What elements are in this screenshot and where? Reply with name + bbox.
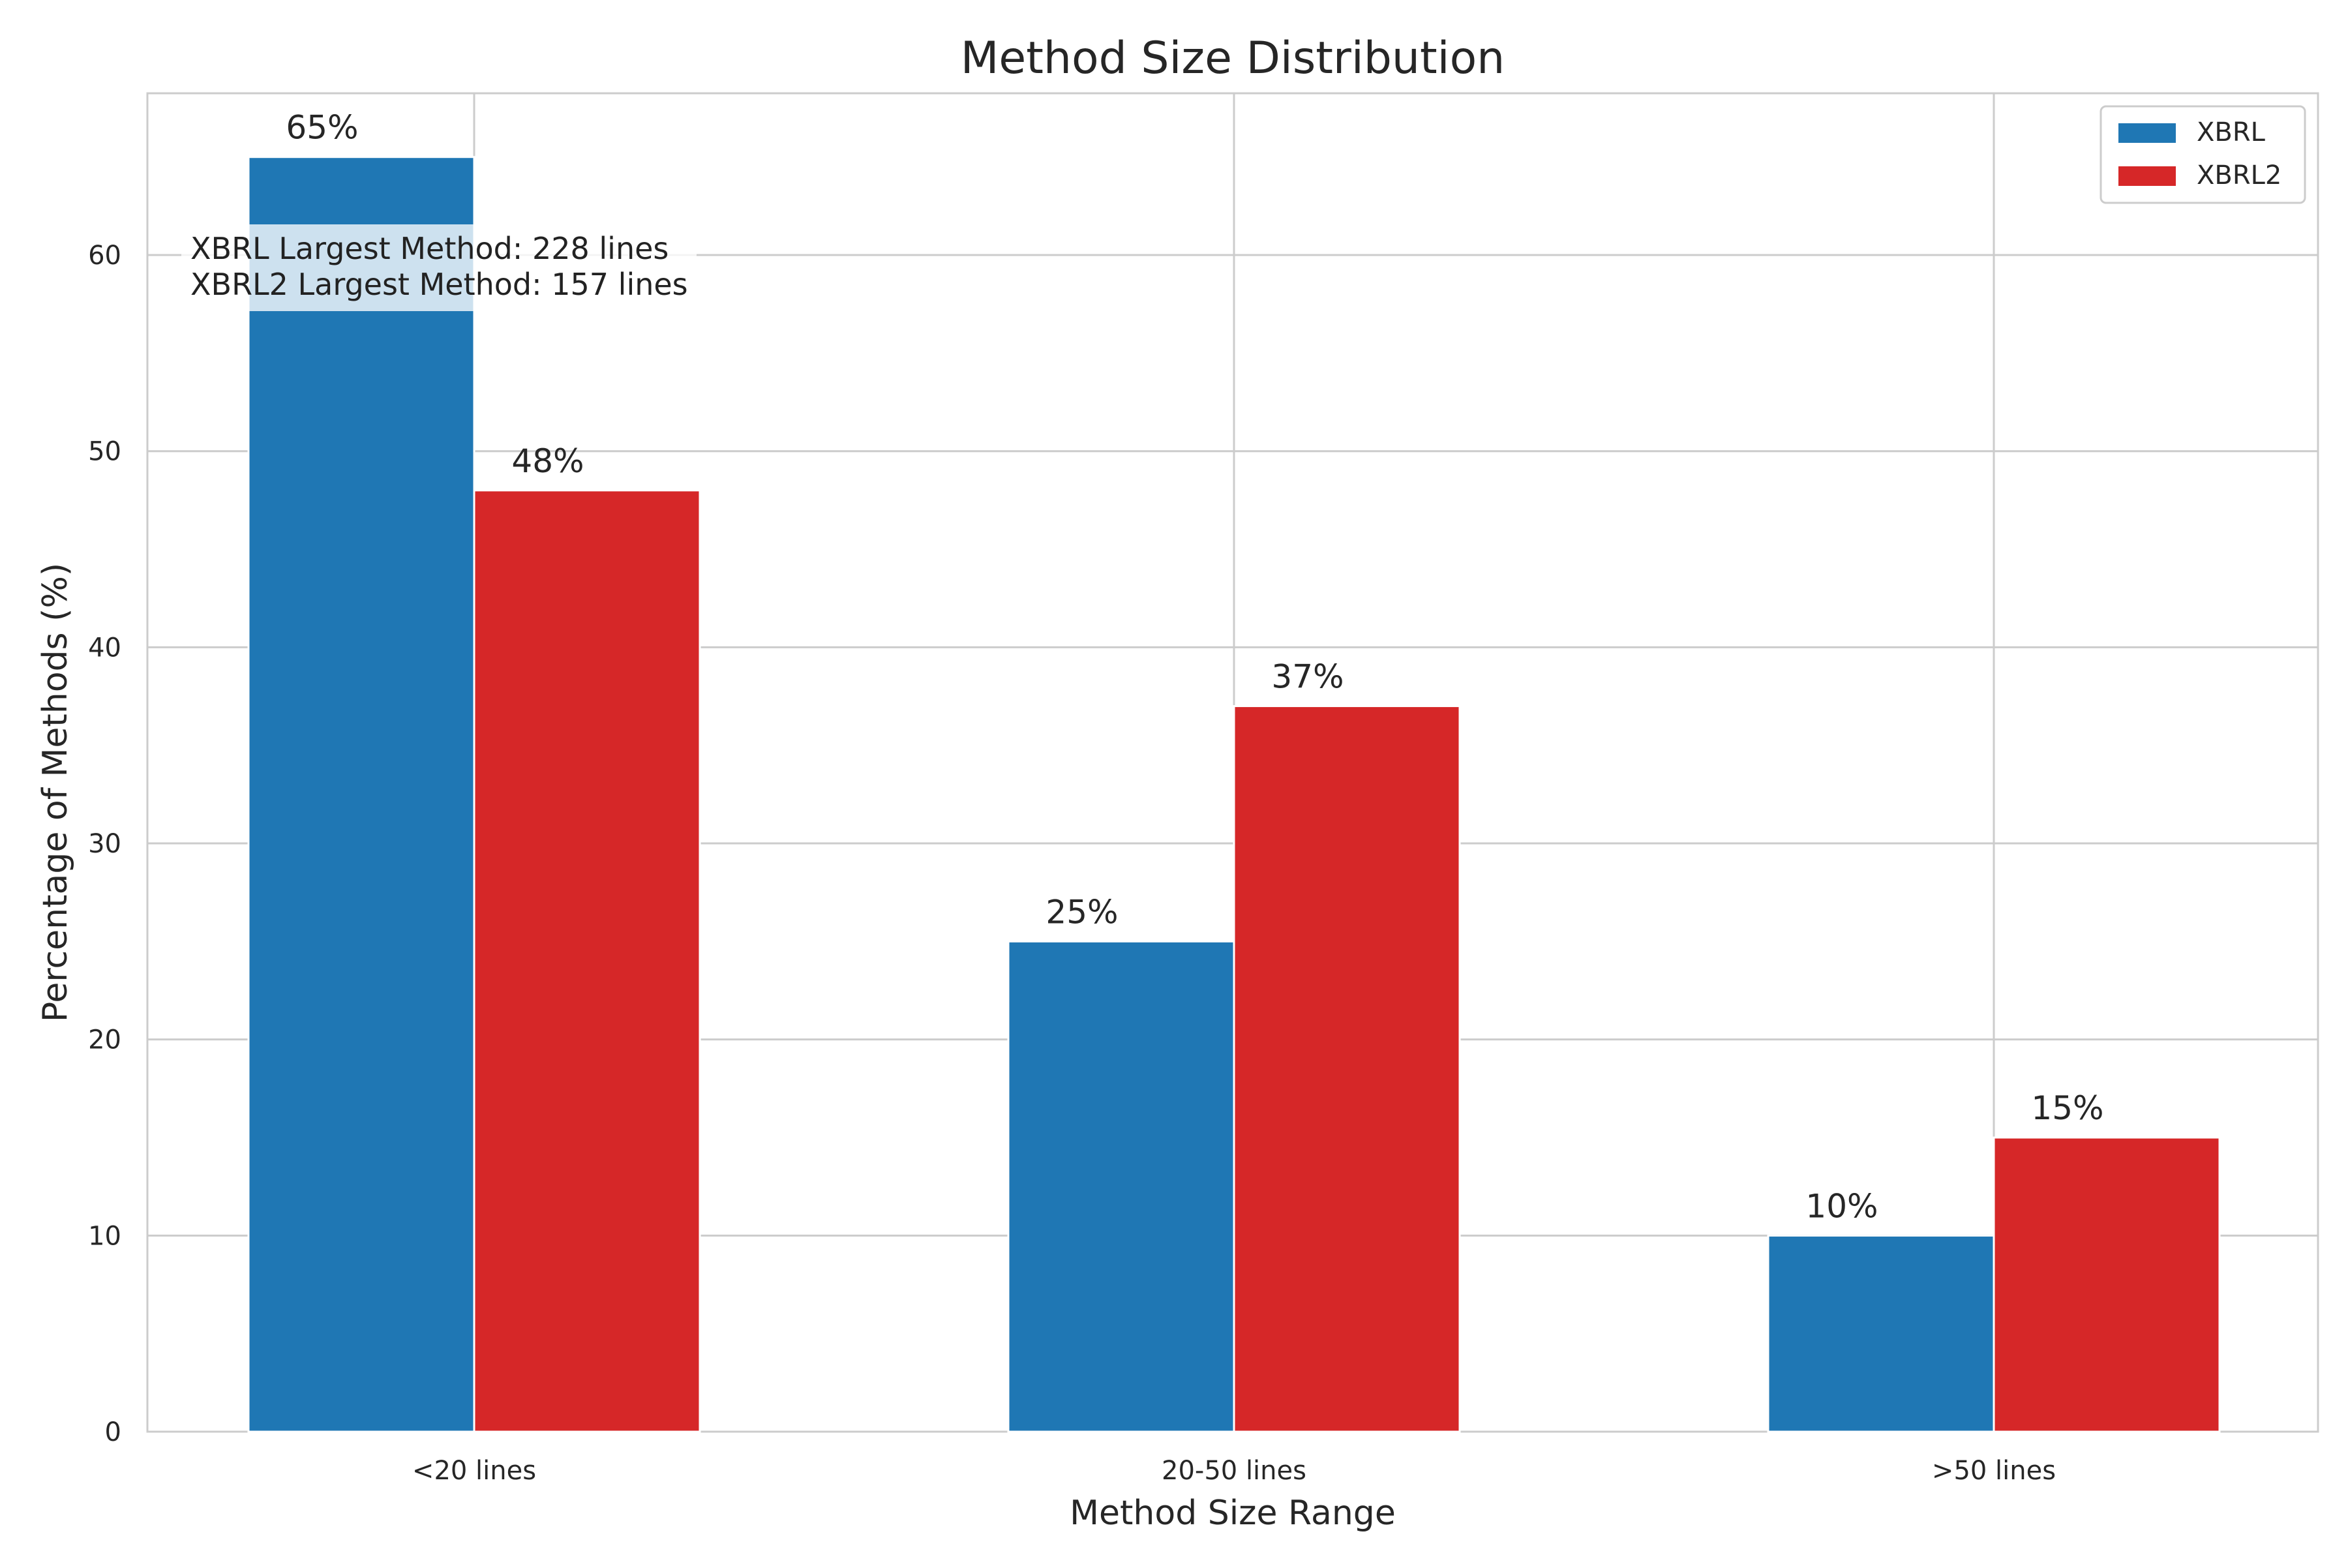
y-tick-label: 10 bbox=[88, 1221, 121, 1251]
y-tick-label: 0 bbox=[105, 1417, 121, 1447]
annotation-line-1: XBRL Largest Method: 228 lines bbox=[190, 231, 669, 266]
x-tick-label: <20 lines bbox=[412, 1456, 536, 1486]
legend-swatch-xbrl2 bbox=[2118, 166, 2176, 186]
bar-xbrl2-1 bbox=[1233, 705, 1461, 1433]
chart-title: Method Size Distribution bbox=[961, 33, 1505, 84]
bar-xbrl-1 bbox=[1007, 940, 1235, 1433]
legend: XBRL XBRL2 bbox=[2100, 105, 2306, 204]
bar-xbrl2-0 bbox=[473, 489, 701, 1433]
value-label: 15% bbox=[2031, 1089, 2103, 1127]
annotation-line-2: XBRL2 Largest Method: 157 lines bbox=[190, 267, 688, 302]
y-tick-labels: 0 10 20 30 40 50 60 bbox=[88, 241, 121, 1447]
annotation-box: XBRL Largest Method: 228 lines XBRL2 Lar… bbox=[181, 224, 697, 311]
value-labels-layer: 65% 25% 10% 48% 37% 15% bbox=[286, 109, 2103, 1226]
legend-items: XBRL XBRL2 bbox=[2118, 117, 2281, 190]
legend-swatch-xbrl bbox=[2118, 123, 2176, 143]
y-axis-label: Percentage of Methods (%) bbox=[36, 563, 75, 1022]
y-tick-label: 30 bbox=[88, 829, 121, 859]
legend-label-xbrl: XBRL bbox=[2197, 117, 2266, 147]
annotation-background bbox=[181, 224, 697, 311]
y-tick-label: 50 bbox=[88, 437, 121, 467]
x-axis-label: Method Size Range bbox=[1070, 1494, 1396, 1533]
legend-label-xbrl2: XBRL2 bbox=[2197, 160, 2281, 190]
x-tick-labels: <20 lines 20-50 lines >50 lines bbox=[412, 1456, 2056, 1486]
bar-xbrl-2 bbox=[1767, 1234, 1995, 1433]
bars-layer bbox=[247, 156, 2221, 1433]
value-label: 10% bbox=[1805, 1187, 1878, 1225]
y-tick-label: 40 bbox=[88, 633, 121, 663]
y-tick-label: 20 bbox=[88, 1025, 121, 1055]
value-label: 25% bbox=[1046, 893, 1118, 931]
x-tick-label: 20-50 lines bbox=[1162, 1456, 1306, 1486]
value-label: 37% bbox=[1271, 658, 1344, 696]
value-label: 65% bbox=[286, 109, 358, 147]
value-label: 48% bbox=[511, 442, 584, 480]
x-tick-label: >50 lines bbox=[1932, 1456, 2056, 1486]
bar-xbrl-0 bbox=[247, 156, 475, 1433]
y-tick-label: 60 bbox=[88, 241, 121, 271]
bar-xbrl2-2 bbox=[1993, 1136, 2221, 1433]
